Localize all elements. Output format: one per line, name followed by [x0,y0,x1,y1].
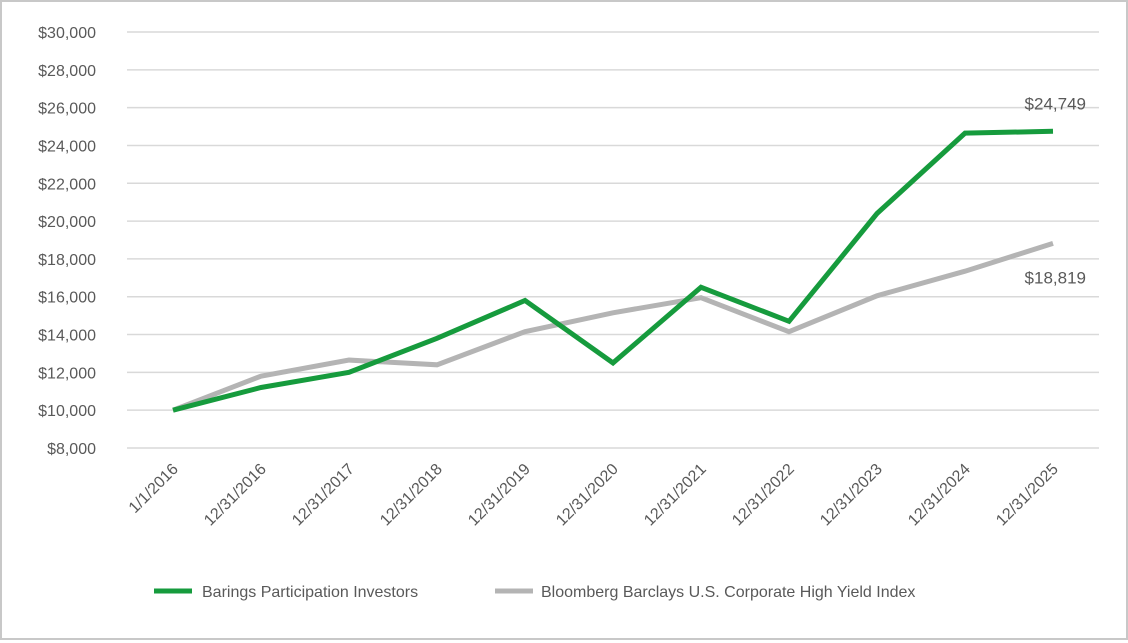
x-tick-label: 12/31/2025 [993,461,1062,530]
x-tick-label: 12/31/2018 [377,461,446,530]
series-lines [172,128,1054,413]
end-data-label-0: $24,749 [1025,94,1086,113]
x-tick-label: 12/31/2024 [905,461,974,530]
series-line-0 [172,128,1054,413]
series-line-1 [172,241,1054,413]
y-tick-label: $12,000 [38,365,96,382]
x-tick-label: 12/31/2022 [729,461,798,530]
y-tick-label: $8,000 [47,441,96,458]
x-tick-label: 12/31/2016 [201,461,270,530]
y-tick-label: $18,000 [38,252,96,269]
x-tick-label: 12/31/2023 [817,461,886,530]
y-tick-label: $24,000 [38,138,96,155]
y-tick-label: $20,000 [38,214,96,231]
legend-label-0: Barings Participation Investors [202,584,418,601]
x-tick-label: 12/31/2020 [553,461,622,530]
x-tick-label: 12/31/2017 [289,461,358,530]
y-tick-label: $26,000 [38,101,96,118]
legend-label-1: Bloomberg Barclays U.S. Corporate High Y… [541,584,915,601]
y-tick-label: $14,000 [38,328,96,345]
x-tick-label: 12/31/2019 [465,461,534,530]
y-tick-label: $28,000 [38,63,96,80]
y-tick-label: $10,000 [38,403,96,420]
y-axis-ticks: $8,000 $10,000 $12,000 $14,000 $16,000 $18,00… [38,25,96,458]
legend: Barings Participation Investors Bloomberg… [154,584,915,601]
x-tick-label: 1/1/2016 [126,461,182,517]
x-tick-label: 12/31/2021 [641,461,710,530]
y-tick-label: $16,000 [38,290,96,307]
end-data-label-1: $18,819 [1025,268,1086,287]
y-tick-label: $30,000 [38,25,96,42]
data-labels: $24,749 $18,819 [1025,94,1086,287]
x-axis-ticks: 1/1/2016 12/31/2016 12/31/2017 12/31/2018 12… [126,461,1062,530]
y-tick-label: $22,000 [38,176,96,193]
